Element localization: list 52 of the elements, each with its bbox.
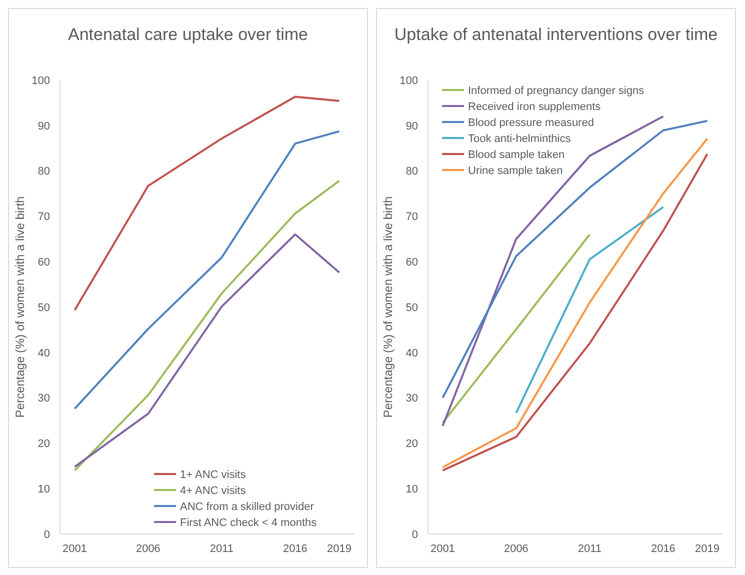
y-tick-label: 60	[406, 256, 418, 268]
y-tick-label: 40	[406, 347, 418, 360]
y-tick-label: 60	[38, 256, 50, 268]
y-tick-label: 30	[38, 392, 50, 405]
line-series	[442, 115, 664, 427]
y-tick-label: 10	[406, 483, 418, 496]
y-tick-label: 100	[32, 74, 50, 87]
legend-label: Received iron supplements	[468, 100, 602, 113]
y-tick-label: 70	[406, 211, 418, 224]
x-tick-label: 2011	[210, 543, 234, 555]
line-series	[74, 96, 340, 312]
legend-label: ANC from a skilled provider	[180, 500, 314, 513]
x-tick-label: 2001	[62, 543, 87, 555]
y-tick-label: 0	[44, 528, 50, 541]
y-tick-label: 30	[406, 392, 418, 405]
x-tick-label: 2001	[430, 543, 455, 555]
x-tick-label: 2016	[282, 543, 308, 555]
x-tick-label: 2019	[327, 543, 352, 555]
x-tick-label: 2011	[578, 543, 602, 555]
y-tick-label: 10	[38, 483, 50, 496]
x-tick-label: 2016	[650, 543, 676, 555]
y-axis-title: Percentage (%) of women with a live birth	[381, 196, 395, 418]
y-tick-label: 20	[38, 438, 50, 450]
legend-label: Blood sample taken	[468, 148, 565, 161]
x-tick-label: 2006	[504, 543, 528, 555]
chart-title: Uptake of antenatal interventions over time	[394, 25, 718, 44]
y-tick-label: 20	[406, 438, 418, 450]
line-series	[442, 120, 708, 399]
legend-label: 4+ ANC visits	[180, 484, 246, 497]
y-tick-label: 80	[406, 166, 418, 178]
line-series	[74, 130, 340, 410]
y-tick-label: 90	[38, 120, 50, 132]
y-tick-label: 0	[412, 528, 418, 541]
legend-label: Urine sample taken	[468, 164, 563, 177]
y-tick-label: 90	[406, 120, 418, 132]
y-axis-title: Percentage (%) of women with a live birth	[13, 196, 27, 418]
chart-title: Antenatal care uptake over time	[68, 25, 308, 44]
legend-label: Blood pressure measured	[468, 116, 594, 129]
legend-label: First ANC check < 4 months	[180, 516, 318, 529]
x-tick-label: 2006	[136, 543, 160, 555]
y-tick-label: 100	[400, 74, 418, 87]
line-series	[74, 233, 340, 468]
y-tick-label: 50	[406, 302, 418, 314]
y-tick-label: 70	[38, 211, 50, 224]
legend-label: Informed of pregnancy danger signs	[468, 84, 645, 97]
line-series	[74, 180, 340, 472]
legend-label: Took anti-helminthics	[468, 132, 572, 145]
legend-label: 1+ ANC visits	[180, 468, 246, 481]
y-tick-label: 40	[38, 347, 50, 360]
y-tick-label: 80	[38, 166, 50, 178]
y-tick-label: 50	[38, 302, 50, 314]
x-tick-label: 2019	[695, 543, 720, 555]
